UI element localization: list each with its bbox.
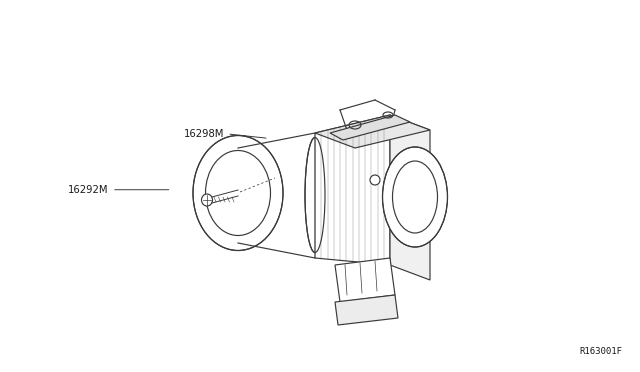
Text: 16298M: 16298M — [184, 129, 224, 139]
Ellipse shape — [193, 135, 283, 250]
Polygon shape — [390, 115, 430, 280]
Text: 16292M: 16292M — [68, 185, 109, 195]
Ellipse shape — [202, 194, 212, 206]
Polygon shape — [335, 258, 395, 302]
Ellipse shape — [383, 147, 447, 247]
Polygon shape — [315, 115, 390, 265]
Text: R163001F: R163001F — [579, 347, 622, 356]
Ellipse shape — [305, 138, 325, 253]
Polygon shape — [330, 115, 410, 140]
Ellipse shape — [370, 175, 380, 185]
Polygon shape — [315, 115, 430, 148]
Polygon shape — [335, 295, 398, 325]
